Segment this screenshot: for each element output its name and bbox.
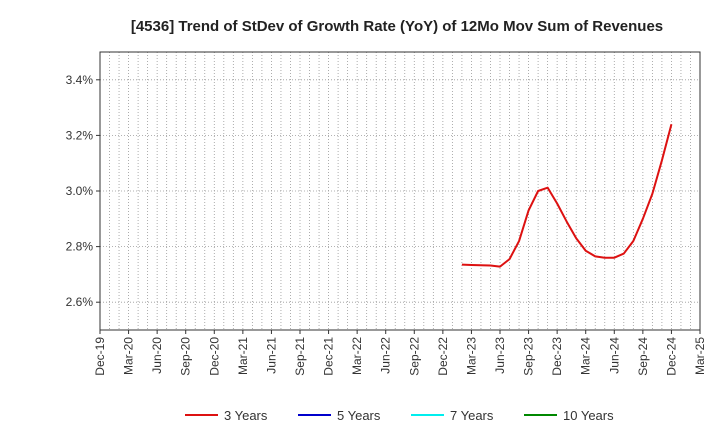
series-line-3-years — [461, 124, 673, 268]
x-tick-label: Jun-22 — [379, 337, 393, 374]
y-tick-label: 3.4% — [66, 73, 94, 87]
x-tick-label: Jun-24 — [607, 337, 621, 374]
legend-label: 5 Years — [337, 408, 381, 423]
x-tick-label: Dec-23 — [550, 337, 564, 376]
x-tick-label: Sep-20 — [179, 337, 193, 376]
x-tick-label: Sep-21 — [293, 337, 307, 376]
x-tick-label: Mar-21 — [236, 337, 250, 375]
x-tick-label: Sep-23 — [522, 337, 536, 376]
x-tick-label: Dec-21 — [322, 337, 336, 376]
x-tick-label: Mar-25 — [693, 337, 707, 375]
grid — [100, 52, 700, 330]
legend-label: 3 Years — [224, 408, 268, 423]
x-tick-label: Mar-23 — [464, 337, 478, 375]
x-tick-label: Jun-21 — [264, 337, 278, 374]
x-tick-label: Sep-24 — [636, 337, 650, 376]
x-tick-label: Jun-23 — [493, 337, 507, 374]
y-tick-label: 2.6% — [66, 295, 94, 309]
series-lines — [461, 124, 673, 268]
x-tick-label: Mar-22 — [350, 337, 364, 375]
y-tick-label: 3.0% — [66, 184, 94, 198]
x-tick-label: Dec-22 — [436, 337, 450, 376]
x-tick-label: Dec-24 — [664, 337, 678, 376]
x-tick-label: Sep-22 — [407, 337, 421, 376]
x-tick-label: Dec-19 — [93, 337, 107, 376]
x-tick-label: Dec-20 — [207, 337, 221, 376]
axes: 2.6% 2.8% 3.0% 3.2% 3.4% Dec-19 Mar-20 Jun-20 Se… — [66, 51, 707, 376]
x-tick-label: Jun-20 — [150, 337, 164, 374]
y-tick-label: 3.2% — [66, 128, 94, 142]
legend-label: 10 Years — [563, 408, 614, 423]
chart-title: [4536] Trend of StDev of Growth Rate (Yo… — [131, 18, 663, 35]
legend-label: 7 Years — [450, 408, 494, 423]
x-tick-label: Mar-20 — [122, 337, 136, 375]
legend: 3 Years 5 Years 7 Years 10 Years — [185, 408, 614, 423]
y-tick-label: 2.8% — [66, 240, 94, 254]
x-tick-label: Mar-24 — [579, 337, 593, 375]
